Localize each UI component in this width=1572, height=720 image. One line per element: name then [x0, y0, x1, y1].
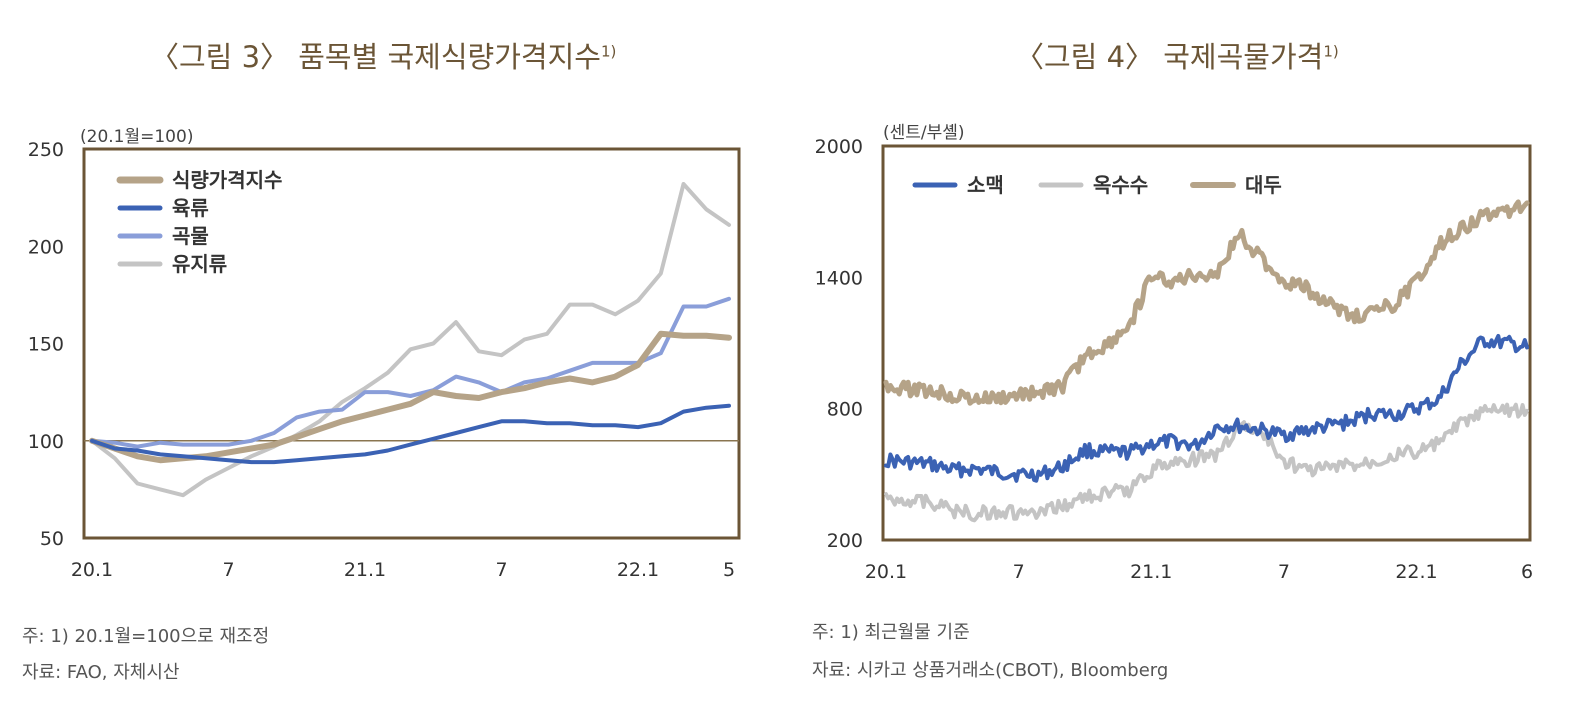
right-series-line [884, 402, 1529, 523]
left-x-tick-label: 5 [723, 559, 735, 581]
right-title-text: 〈그림 4〉 국제곡물가격 [1015, 40, 1324, 74]
left-x-tick-label: 20.1 [71, 559, 113, 581]
right-note-1: 주: 1) 최근월물 기준 [812, 622, 970, 643]
left-y-tick-label: 50 [40, 528, 64, 550]
right-y-tick-label: 800 [827, 399, 863, 421]
left-legend-label: 곡물 [172, 224, 209, 248]
right-legend-label: 대두 [1245, 173, 1282, 197]
left-note-2: 자료: FAO, 자체시산 [22, 662, 180, 683]
right-legend-label: 옥수수 [1093, 173, 1148, 197]
left-series-line [90, 403, 731, 465]
left-chart-title: 〈그림 3〉 품목별 국제식량가격지수1) [150, 34, 616, 76]
right-series-line [884, 333, 1529, 483]
left-series-line [90, 296, 731, 449]
right-x-tick-label: 20.1 [865, 561, 907, 583]
right-plot-frame [881, 144, 1532, 542]
left-legend-label: 식량가격지수 [172, 168, 282, 192]
left-y-tick-label: 200 [28, 236, 64, 258]
left-title-text: 〈그림 3〉 품목별 국제식량가격지수 [150, 40, 601, 74]
right-x-tick-label: 7 [1013, 561, 1025, 583]
left-unit-label: (20.1월=100) [80, 127, 194, 147]
left-y-tick-label: 250 [28, 139, 64, 161]
right-x-tick-label: 22.1 [1395, 561, 1437, 583]
right-title-footnote-mark: 1) [1323, 42, 1339, 61]
left-series-line [90, 182, 731, 498]
left-y-tick-label: 100 [28, 431, 64, 453]
right-y-tick-label: 1400 [815, 267, 863, 289]
left-x-tick-label: 22.1 [617, 559, 659, 581]
left-note-1: 주: 1) 20.1월=100으로 재조정 [22, 626, 270, 647]
right-legend-label: 소맥 [967, 173, 1004, 197]
left-legend-label: 유지류 [172, 252, 227, 276]
left-x-tick-label: 21.1 [344, 559, 386, 581]
left-legend-label: 육류 [172, 196, 209, 220]
right-x-tick-label: 6 [1521, 561, 1533, 583]
left-y-tick-label: 150 [28, 334, 64, 356]
right-chart-title: 〈그림 4〉 국제곡물가격1) [1015, 34, 1339, 76]
right-x-tick-label: 7 [1278, 561, 1290, 583]
right-x-tick-label: 21.1 [1130, 561, 1172, 583]
right-note-2: 자료: 시카고 상품거래소(CBOT), Bloomberg [812, 660, 1169, 681]
left-title-footnote-mark: 1) [600, 42, 617, 61]
left-x-tick-label: 7 [222, 559, 234, 581]
right-series-line [883, 199, 1530, 406]
left-x-tick-label: 7 [495, 559, 507, 581]
right-y-tick-label: 2000 [815, 136, 863, 158]
right-y-tick-label: 200 [827, 530, 863, 552]
left-plot-frame [82, 147, 741, 540]
right-unit-label: (센트/부셸) [883, 123, 965, 143]
